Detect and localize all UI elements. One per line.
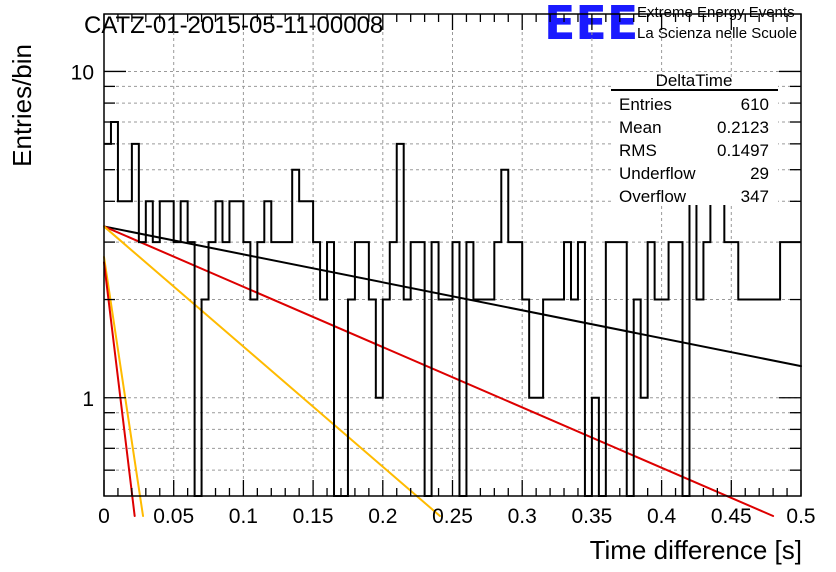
chart-title: CATZ-01-2015-05-11-00008 (84, 12, 383, 39)
x-tick-label: 0.15 (293, 505, 334, 528)
stats-label: Mean (619, 118, 662, 137)
stats-value: 610 (741, 95, 769, 114)
stats-label: Overflow (619, 187, 687, 206)
fit-curve (103, 225, 775, 517)
x-tick-label: 0.2 (368, 505, 397, 528)
fit-curve (103, 261, 136, 517)
x-tick-label: 0.05 (153, 505, 194, 528)
x-tick-label: 0.3 (508, 505, 537, 528)
stats-value: 29 (750, 164, 769, 183)
axis-ticks (103, 14, 802, 496)
stats-box: DeltaTime Entries 610 Mean 0.2123 RMS 0.1497 U… (611, 71, 778, 206)
stats-label: Underflow (619, 164, 696, 183)
eee-logo-line2: La Scienza nelle Scuole (637, 25, 797, 42)
x-tick-label: 0.4 (647, 505, 677, 528)
stats-value: 347 (741, 187, 769, 206)
stats-label: RMS (619, 141, 657, 160)
eee-logo-line1: Extreme Energy Events (637, 4, 795, 21)
y-tick-label: 10 (71, 61, 94, 84)
histogram-bars (104, 121, 801, 497)
stats-label: Entries (619, 95, 672, 114)
fit-curve (103, 225, 441, 517)
y-axis-label: Entries/bin (7, 44, 37, 167)
x-tick-label: 0.1 (229, 505, 258, 528)
x-tick-labels: 0 0.05 0.1 0.15 0.2 0.25 0.3 0.35 0.4 0.45 0.5 (98, 505, 815, 528)
x-tick-label: 0.25 (432, 505, 473, 528)
stats-value: 0.1497 (717, 141, 769, 160)
y-tick-labels: 1 10 (71, 61, 94, 410)
stats-box-title: DeltaTime (656, 71, 733, 90)
x-tick-label: 0 (98, 505, 110, 528)
x-tick-label: 0.35 (571, 505, 612, 528)
x-axis-label: Time difference [s] (590, 535, 802, 565)
eee-logo-mark: EEE (544, 0, 638, 50)
x-tick-label: 0.45 (711, 505, 752, 528)
stats-value: 0.2123 (717, 118, 769, 137)
x-tick-label: 0.5 (786, 505, 815, 528)
stats-rows: Entries 610 Mean 0.2123 RMS 0.1497 Underflow 29… (619, 95, 769, 206)
eee-logo: EEE Extreme Energy Events La Scienza nel… (544, 0, 797, 50)
stats-box-bg (611, 80, 778, 205)
y-tick-label: 1 (82, 388, 94, 411)
fit-curve (103, 256, 145, 517)
